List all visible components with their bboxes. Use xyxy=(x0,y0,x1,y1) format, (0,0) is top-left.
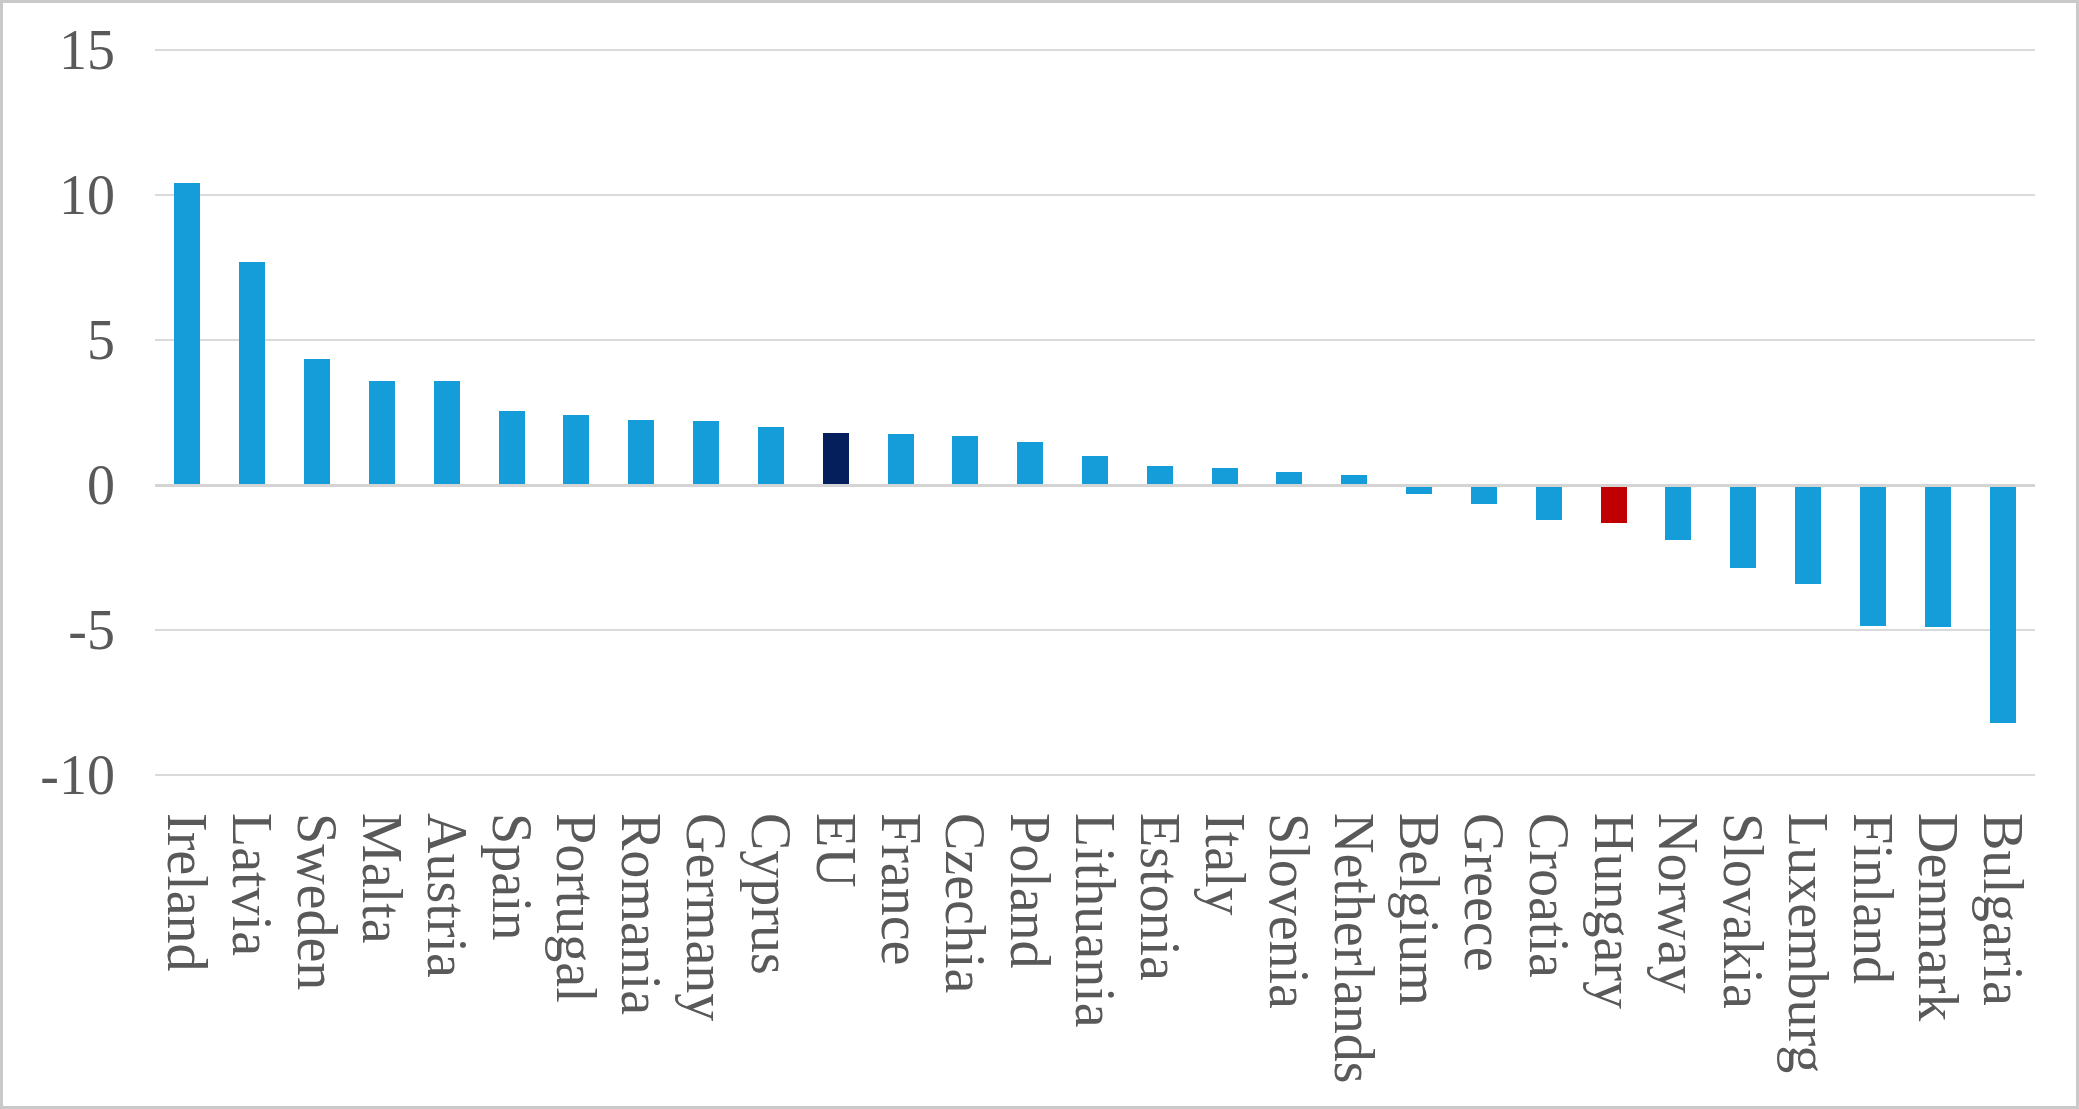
x-axis-label-spain: Spain xyxy=(484,813,540,941)
bar-chart-figure: 15 10 5 0 -5 -10 IrelandLatviaSwedenMaltaAustr… xyxy=(0,0,2079,1109)
x-axis-label-latvia: Latvia xyxy=(224,813,280,956)
x-axis-label-germany: Germany xyxy=(678,813,734,1021)
bar-poland xyxy=(1017,442,1043,486)
bar-denmark xyxy=(1925,485,1951,627)
x-axis-line xyxy=(155,484,2035,487)
gridline xyxy=(155,774,2035,776)
gridline xyxy=(155,49,2035,51)
x-axis-label-sweden: Sweden xyxy=(289,813,345,990)
x-axis-label-slovakia: Slovakia xyxy=(1715,813,1771,1009)
bar-france xyxy=(888,434,914,485)
y-tick-label: -10 xyxy=(3,747,115,803)
gridline xyxy=(155,194,2035,196)
x-axis-label-eu: EU xyxy=(808,813,864,888)
bar-spain xyxy=(499,411,525,485)
bar-sweden xyxy=(304,359,330,485)
bar-slovakia xyxy=(1730,485,1756,568)
bar-romania xyxy=(628,420,654,485)
gridline xyxy=(155,339,2035,341)
y-tick-label: 10 xyxy=(3,167,115,223)
x-axis-label-estonia: Estonia xyxy=(1132,813,1188,981)
bar-croatia xyxy=(1536,485,1562,520)
bar-greece xyxy=(1471,485,1497,504)
bar-estonia xyxy=(1147,466,1173,485)
x-axis-label-italy: Italy xyxy=(1197,813,1253,916)
bar-germany xyxy=(693,421,719,485)
x-axis-label-czechia: Czechia xyxy=(937,813,993,993)
bar-latvia xyxy=(239,262,265,485)
x-axis-label-netherlands: Netherlands xyxy=(1326,813,1382,1084)
gridline xyxy=(155,629,2035,631)
plot-area: 15 10 5 0 -5 -10 IrelandLatviaSwedenMaltaAustr… xyxy=(3,3,2076,1106)
x-axis-label-lithuania: Lithuania xyxy=(1067,813,1123,1028)
x-axis-label-ireland: Ireland xyxy=(159,813,215,972)
x-axis-label-france: France xyxy=(873,813,929,965)
x-axis-label-austria: Austria xyxy=(419,813,475,978)
x-axis-label-slovenia: Slovenia xyxy=(1261,813,1317,1009)
bar-ireland xyxy=(174,183,200,485)
bar-hungary xyxy=(1601,485,1627,523)
x-axis-label-portugal: Portugal xyxy=(548,813,604,1003)
x-axis-label-poland: Poland xyxy=(1002,813,1058,969)
x-axis-label-malta: Malta xyxy=(354,813,410,944)
bar-malta xyxy=(369,381,395,485)
x-axis-label-romania: Romania xyxy=(613,813,669,1015)
x-axis-label-croatia: Croatia xyxy=(1521,813,1577,978)
bar-italy xyxy=(1212,468,1238,485)
y-tick-label: 0 xyxy=(3,457,115,513)
y-tick-label: 5 xyxy=(3,312,115,368)
x-axis-label-norway: Norway xyxy=(1650,813,1706,993)
x-axis-label-finland: Finland xyxy=(1845,813,1901,984)
bar-cyprus xyxy=(758,427,784,485)
x-axis-label-luxemburg: Luxemburg xyxy=(1780,813,1836,1073)
x-axis-label-bulgaria: Bulgaria xyxy=(1975,813,2031,1006)
y-tick-label: 15 xyxy=(3,22,115,78)
x-axis-label-belgium: Belgium xyxy=(1391,813,1447,1006)
bar-eu xyxy=(823,433,849,485)
bar-norway xyxy=(1665,485,1691,540)
bar-portugal xyxy=(563,415,589,485)
bar-czechia xyxy=(952,436,978,485)
bar-lithuania xyxy=(1082,456,1108,485)
x-axis-label-hungary: Hungary xyxy=(1586,813,1642,1009)
x-axis-label-greece: Greece xyxy=(1456,813,1512,972)
x-axis-label-cyprus: Cyprus xyxy=(743,813,799,975)
bar-bulgaria xyxy=(1990,485,2016,723)
bar-finland xyxy=(1860,485,1886,626)
y-tick-label: -5 xyxy=(3,602,115,658)
x-axis-label-denmark: Denmark xyxy=(1910,813,1966,1021)
bar-austria xyxy=(434,381,460,485)
bar-luxemburg xyxy=(1795,485,1821,584)
